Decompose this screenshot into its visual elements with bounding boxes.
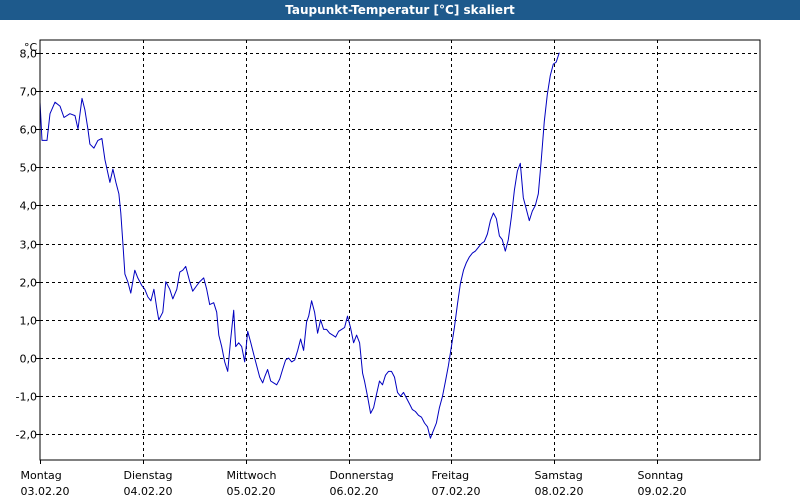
x-tick-date-label: 07.02.20 <box>432 485 481 498</box>
series-line <box>39 52 560 439</box>
x-tick-day-label: Dienstag <box>124 469 173 482</box>
title-bar <box>0 0 800 20</box>
grid-lines <box>40 40 760 460</box>
series-group <box>39 52 560 439</box>
x-tick-date-label: 06.02.20 <box>330 485 379 498</box>
x-tick-day-label: Samstag <box>535 469 583 482</box>
x-tick-day-label: Sonntag <box>638 469 684 482</box>
y-axis-unit-label: °C <box>24 41 38 54</box>
y-tick-label: 6,0 <box>20 124 38 137</box>
y-tick-label: 4,0 <box>20 200 38 213</box>
x-tick-date-label: 05.02.20 <box>227 485 276 498</box>
y-tick-label: -1,0 <box>16 391 37 404</box>
y-tick-label: 8,0 <box>20 48 38 61</box>
x-tick-day-label: Mittwoch <box>227 469 277 482</box>
x-tick-date-label: 03.02.20 <box>21 485 70 498</box>
y-tick-label: -2,0 <box>16 429 37 442</box>
x-tick-day-label: Montag <box>21 469 62 482</box>
x-tick-day-label: Freitag <box>432 469 470 482</box>
y-axis-ticks: 8,0 7,0 6,0 5,0 4,0 3,0 2,0 1,0 0,0 -1,0 -2,0 <box>16 48 40 442</box>
y-tick-label: 0,0 <box>20 353 38 366</box>
y-tick-label: 1,0 <box>20 315 38 328</box>
x-axis-ticks: Montag 03.02.20 Dienstag 04.02.20 Mittwoch 05… <box>21 460 687 498</box>
y-tick-label: 5,0 <box>20 162 38 175</box>
x-tick-day-label: Donnerstag <box>330 469 394 482</box>
y-tick-label: 2,0 <box>20 277 38 290</box>
y-tick-label: 7,0 <box>20 86 38 99</box>
chart-title: Taupunkt-Temperatur [°C] skaliert <box>285 3 515 17</box>
y-tick-label: 3,0 <box>20 239 38 252</box>
x-tick-date-label: 09.02.20 <box>638 485 687 498</box>
plot-frame <box>39 39 761 461</box>
x-tick-date-label: 04.02.20 <box>124 485 173 498</box>
x-tick-date-label: 08.02.20 <box>535 485 584 498</box>
